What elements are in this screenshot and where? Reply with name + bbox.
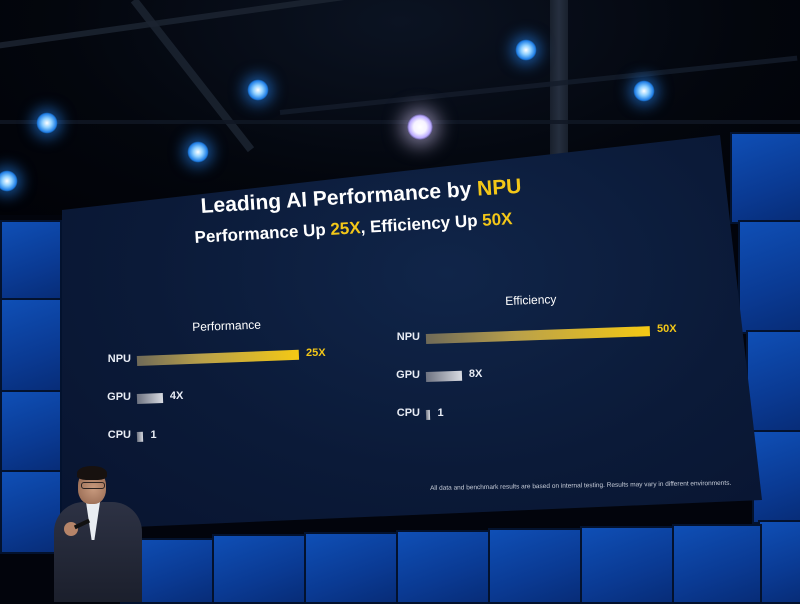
performance-row-label-npu: NPU [107,353,131,365]
efficiency-value-npu: 50X [657,323,677,336]
backdrop-panel [304,532,400,604]
performance-bar-npu [136,349,300,366]
backdrop-panel [672,524,762,604]
efficiency-bar-npu [425,326,651,344]
subtitle-highlight-1: 25X [329,218,362,239]
backdrop-panel [0,470,62,554]
slide-title-text: Leading AI Performance by [200,177,478,218]
presenter [48,462,148,602]
subtitle-highlight-2: 50X [481,209,513,230]
efficiency-bar-cpu [425,409,431,420]
slide-title-highlight: NPU [476,174,523,201]
backdrop-panel [580,526,676,604]
white-stage-light [407,114,433,140]
lighting-truss [0,120,800,124]
backdrop-panel [758,520,800,604]
presenter-hair [77,466,107,480]
efficiency-row-label-npu: NPU [396,331,420,343]
blue-stage-light [0,170,18,192]
subtitle-text-2: , Efficiency Up [360,210,483,238]
blue-stage-light [247,79,269,101]
efficiency-value-cpu: 1 [437,406,444,419]
performance-value-gpu: 4X [169,390,184,402]
presenter-suit [54,502,142,602]
efficiency-row-label-gpu: GPU [396,369,420,381]
blue-stage-light [515,39,537,61]
performance-row-label-gpu: GPU [107,391,131,403]
blue-stage-light [36,112,58,134]
blue-stage-light [633,80,655,102]
subtitle-text-1: Performance Up [194,219,331,247]
disclaimer-text: All data and benchmark results are based… [430,479,732,492]
performance-value-npu: 25X [306,346,326,359]
performance-bar-cpu [136,431,144,442]
efficiency-value-gpu: 8X [468,367,483,380]
efficiency-bar-gpu [425,370,462,382]
performance-bar-gpu [136,393,164,404]
backdrop-panels [0,120,800,604]
performance-row-label-cpu: CPU [107,429,131,441]
efficiency-label: Efficiency [505,292,557,308]
backdrop-panel [738,220,800,334]
blue-stage-light [187,141,209,163]
efficiency-row-label-cpu: CPU [396,407,420,419]
presenter-glasses [81,482,105,489]
performance-label: Performance [192,317,262,334]
backdrop-panel [488,528,584,604]
performance-value-cpu: 1 [150,428,157,441]
